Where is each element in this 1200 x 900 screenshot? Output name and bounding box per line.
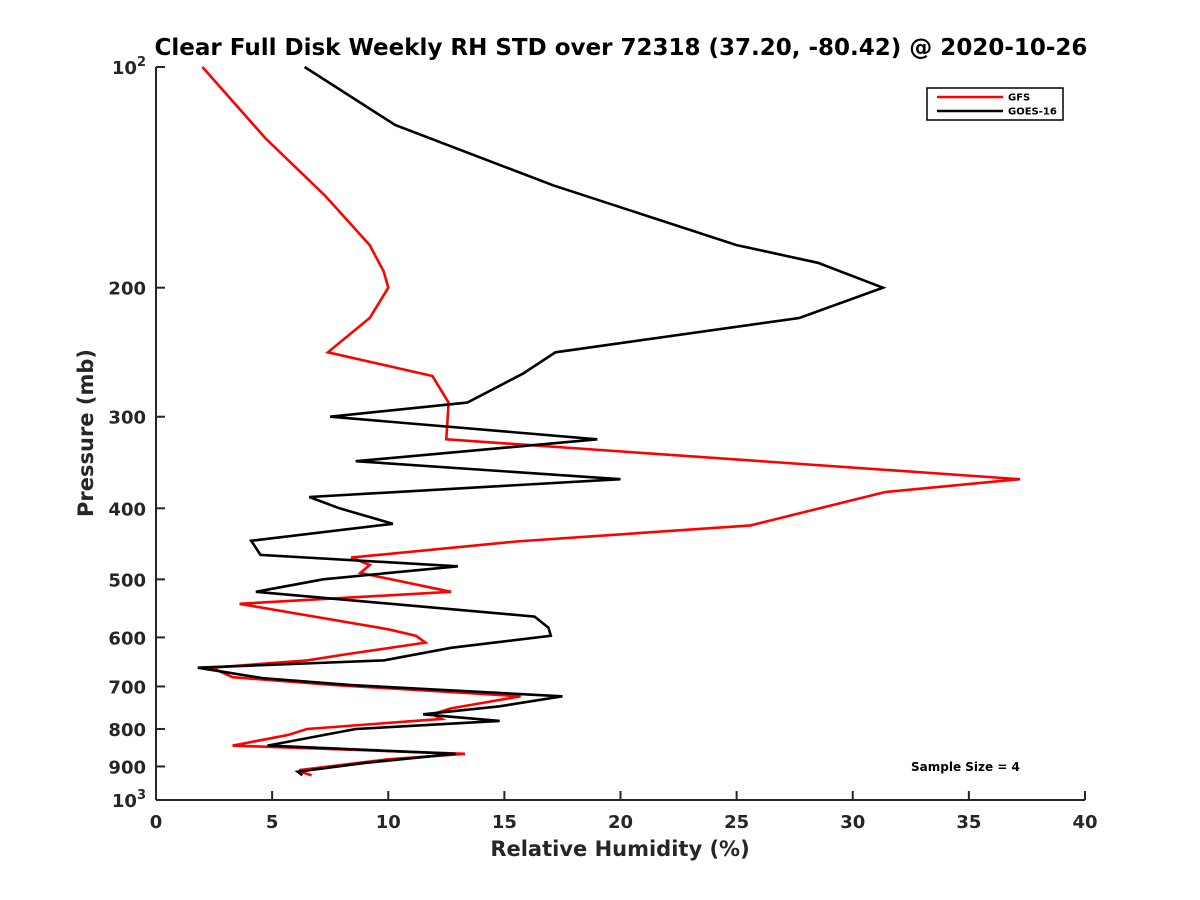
legend-label-gfs: GFS	[1008, 93, 1030, 104]
x-tick-label: 5	[266, 812, 279, 833]
x-tick-label: 25	[724, 812, 749, 833]
y-axis-ticks: 102 200 300 400 500 600 700 800 900 103	[108, 55, 165, 812]
x-tick-label: 20	[608, 812, 633, 833]
series-line-gfs	[201, 66, 1021, 777]
x-tick-label: 10	[376, 812, 401, 833]
plot-frame	[156, 67, 1085, 800]
y-tick-label: 200	[108, 279, 146, 300]
x-tick-label: 15	[492, 812, 517, 833]
y-tick-label: 103	[112, 788, 146, 812]
x-tick-label: 40	[1072, 812, 1097, 833]
sample-size-annotation: Sample Size = 4	[911, 760, 1020, 774]
y-tick-label: 300	[108, 408, 146, 429]
y-tick-label: 900	[108, 757, 146, 778]
series-line-goes16	[197, 65, 887, 777]
legend-box	[926, 87, 1064, 121]
legend: GFS GOES-16	[926, 87, 1064, 121]
legend-label-goes16: GOES-16	[1008, 107, 1057, 118]
y-tick-label: 102	[112, 55, 146, 79]
y-tick-label: 600	[108, 628, 146, 649]
y-tick-label: 500	[108, 570, 146, 591]
x-tick-label: 30	[840, 812, 865, 833]
x-axis-ticks: 0 5 10 15 20 25 30 35 40	[150, 791, 1098, 833]
x-tick-label: 0	[150, 812, 163, 833]
y-tick-label: 400	[108, 499, 146, 520]
y-tick-label: 700	[108, 677, 146, 698]
x-axis-label: Relative Humidity (%)	[490, 837, 749, 861]
series-lines	[197, 65, 1021, 777]
x-tick-label: 35	[956, 812, 981, 833]
y-tick-label: 800	[108, 720, 146, 741]
y-axis-label: Pressure (mb)	[74, 349, 98, 517]
chart-title: Clear Full Disk Weekly RH STD over 72318…	[155, 35, 1088, 61]
